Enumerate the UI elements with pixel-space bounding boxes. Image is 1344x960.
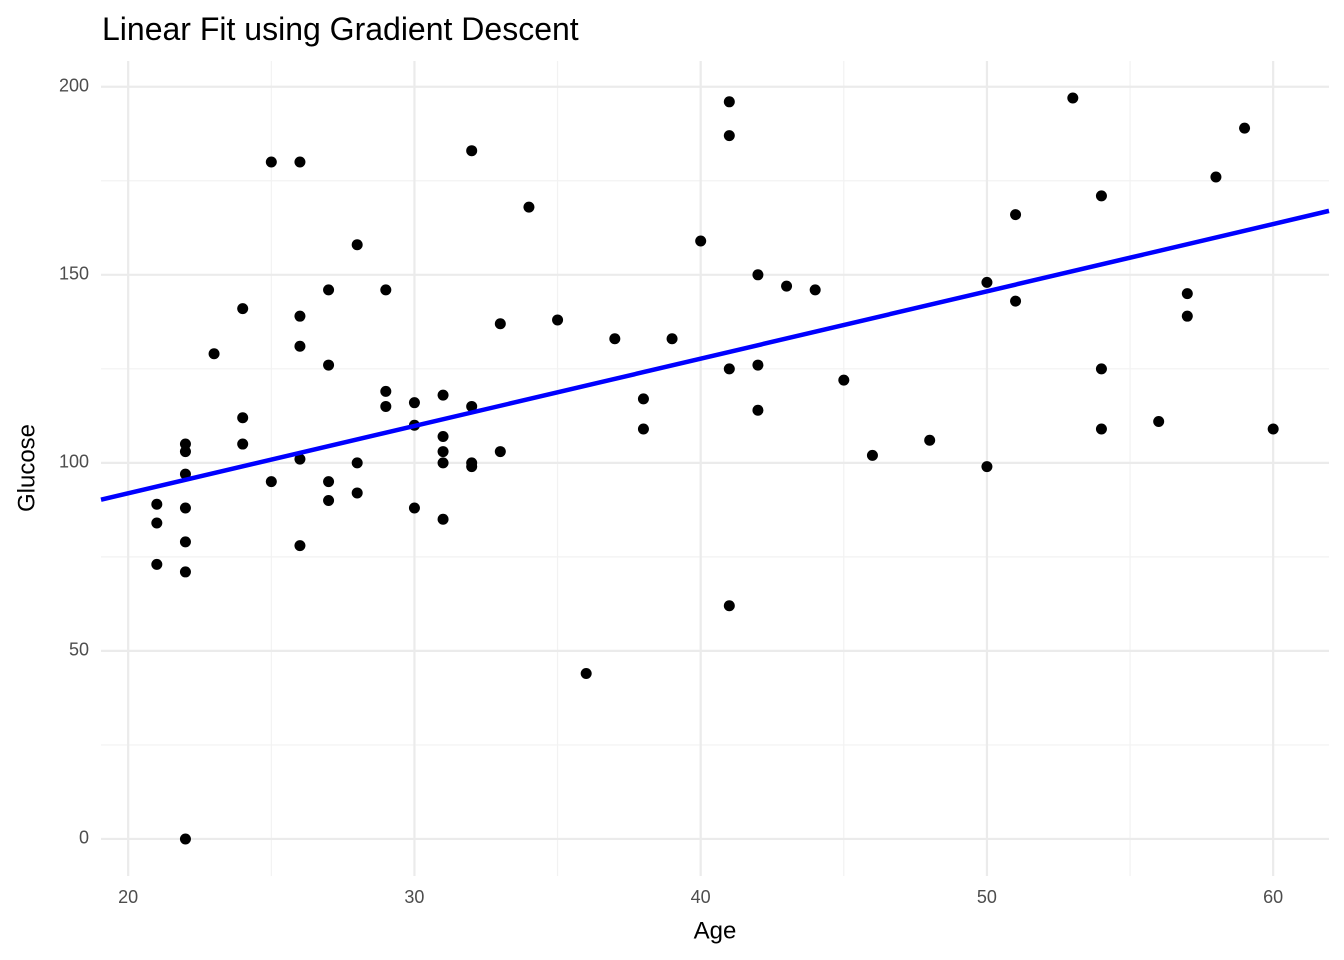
point — [265, 476, 277, 488]
point — [237, 412, 249, 424]
x-tick-label: 40 — [691, 887, 711, 907]
point — [151, 558, 163, 570]
y-tick-label: 200 — [59, 76, 89, 96]
point — [981, 461, 993, 473]
point — [981, 276, 993, 288]
point — [323, 284, 335, 296]
point — [437, 389, 449, 401]
point — [494, 318, 506, 330]
point — [437, 446, 449, 458]
point — [179, 536, 191, 548]
point — [237, 303, 249, 315]
point — [1181, 310, 1193, 322]
point — [494, 446, 506, 458]
point — [294, 453, 306, 465]
point — [1153, 415, 1165, 427]
point — [1010, 209, 1022, 221]
x-tick-label: 30 — [404, 887, 424, 907]
x-tick-label: 60 — [1263, 887, 1283, 907]
point — [323, 476, 335, 488]
point — [237, 438, 249, 450]
point — [351, 487, 363, 499]
y-tick-label: 0 — [79, 828, 89, 848]
point — [294, 310, 306, 322]
point — [781, 280, 793, 292]
point — [637, 423, 649, 435]
point — [380, 284, 392, 296]
point — [408, 397, 420, 409]
point — [265, 156, 277, 168]
point — [466, 461, 478, 473]
point — [637, 393, 649, 405]
chart-title: Linear Fit using Gradient Descent — [102, 11, 579, 47]
point — [723, 130, 735, 142]
point — [323, 494, 335, 506]
point — [179, 502, 191, 514]
point — [809, 284, 821, 296]
fit-line — [100, 208, 1330, 502]
point — [179, 566, 191, 578]
point — [1095, 190, 1107, 202]
point — [723, 363, 735, 375]
point — [294, 156, 306, 168]
point — [1239, 122, 1251, 134]
point — [723, 600, 735, 612]
point — [1095, 363, 1107, 375]
x-tick-label: 50 — [977, 887, 997, 907]
point — [351, 457, 363, 469]
point — [466, 400, 478, 412]
point — [523, 201, 535, 213]
point — [1267, 423, 1279, 435]
point — [580, 667, 592, 679]
point — [752, 404, 764, 416]
x-axis-title: Age — [694, 917, 737, 944]
point — [179, 468, 191, 480]
point — [695, 235, 707, 247]
point — [351, 239, 363, 251]
point — [723, 96, 735, 108]
point — [1067, 92, 1079, 104]
point — [666, 333, 678, 345]
point — [924, 434, 936, 446]
y-tick-label: 50 — [69, 640, 89, 660]
y-tick-label: 100 — [59, 452, 89, 472]
point — [752, 269, 764, 281]
point — [208, 348, 220, 360]
point — [323, 359, 335, 371]
point — [437, 457, 449, 469]
point — [408, 502, 420, 514]
point — [179, 833, 191, 845]
point — [552, 314, 564, 326]
point — [179, 438, 191, 450]
point — [380, 400, 392, 412]
point — [866, 449, 878, 461]
point — [609, 333, 621, 345]
point — [437, 513, 449, 525]
point — [1095, 423, 1107, 435]
point — [1010, 295, 1022, 307]
y-tick-label: 150 — [59, 264, 89, 284]
point — [294, 340, 306, 352]
point — [752, 359, 764, 371]
point — [151, 517, 163, 529]
x-tick-label: 20 — [118, 887, 138, 907]
y-axis-title: Glucose — [13, 424, 40, 512]
point — [151, 498, 163, 510]
point — [179, 446, 191, 458]
point — [380, 385, 392, 397]
point — [1210, 171, 1222, 183]
point — [838, 374, 850, 386]
point — [1181, 288, 1193, 300]
point — [437, 431, 449, 443]
point — [294, 540, 306, 552]
point — [466, 145, 478, 157]
